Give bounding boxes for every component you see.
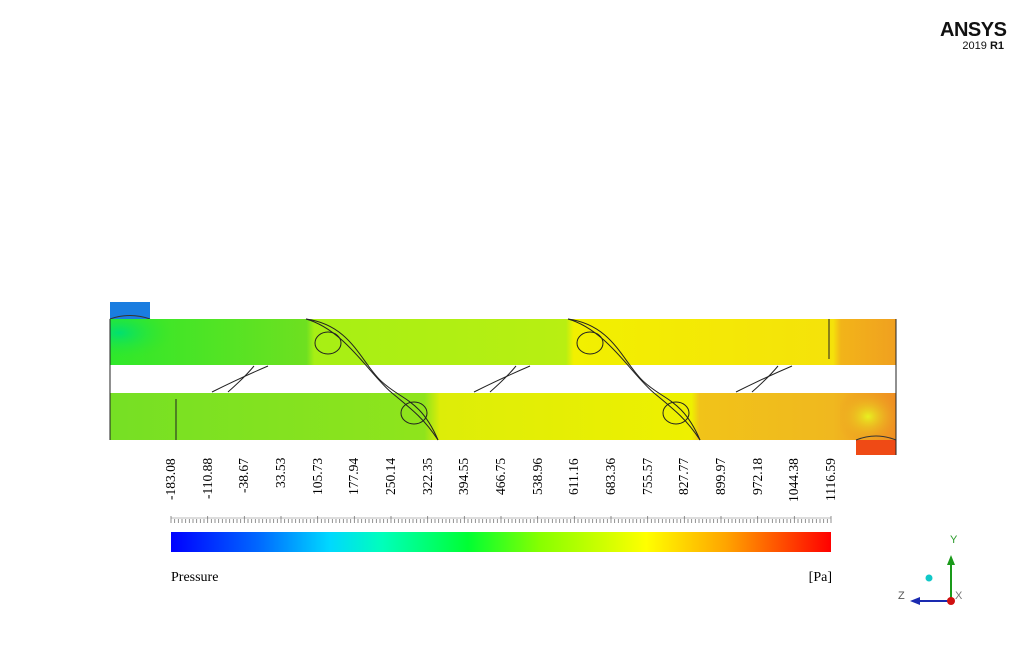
legend-unit: [Pa]: [808, 570, 832, 585]
z-axis-label: Z: [898, 590, 905, 602]
inlet-nozzle: [110, 302, 150, 319]
colorbar-tick-label: 250.14: [383, 458, 398, 496]
x-axis-label: X: [955, 590, 963, 602]
colorbar-tick-label: 972.18: [749, 458, 765, 496]
colorbar-tick-label: 683.36: [603, 458, 618, 496]
colorbar-tick-label: 322.35: [419, 458, 435, 496]
colorbar-tick-label: 1116.59: [823, 458, 838, 501]
legend-variable: Pressure: [171, 570, 219, 585]
colorbar-tick-label: 827.77: [676, 458, 692, 496]
colorbar-minor-ticks: [170, 516, 832, 523]
axis-triad[interactable]: [910, 555, 955, 605]
colorbar-tick-label: -110.88: [199, 458, 215, 500]
colorbar-tick-label: 611.16: [566, 458, 582, 495]
colorbar-tick-label: -183.08: [163, 458, 178, 500]
geometry-outlines: [109, 318, 897, 455]
colorbar-tick-label: 899.97: [713, 458, 728, 496]
colorbar-tick-label: 1044.38: [786, 458, 802, 502]
outlet-nozzle-outline: [855, 435, 897, 441]
colorbar-tick-label: 105.73: [309, 458, 325, 496]
y-axis-label: Y: [950, 534, 958, 546]
colorbar-tick-label: 394.55: [456, 458, 472, 496]
colorbar-tick-label: 538.96: [529, 458, 545, 496]
outlet-nozzle: [856, 440, 896, 455]
colorbar-tick-label: 177.94: [346, 458, 362, 496]
colorbar-tick-label: -38.67: [236, 458, 252, 493]
colorbar-tick-label: 33.53: [273, 458, 288, 489]
colorbar-tick-label: 466.75: [493, 458, 508, 496]
colorbar-tick-label: 755.57: [639, 458, 655, 496]
outlet-region: [840, 393, 896, 440]
inlet-region: [110, 319, 200, 365]
shell-bottom-channel: [110, 393, 896, 440]
release-label: R1: [989, 40, 1004, 52]
version-number: 2019: [962, 40, 987, 52]
ansys-logo: ANSYS: [940, 19, 1007, 41]
colorbar: [171, 532, 831, 552]
inlet-nozzle-outline: [109, 315, 151, 320]
version-label: 2019 R1: [930, 40, 1004, 52]
shell-top-channel: [110, 319, 896, 365]
